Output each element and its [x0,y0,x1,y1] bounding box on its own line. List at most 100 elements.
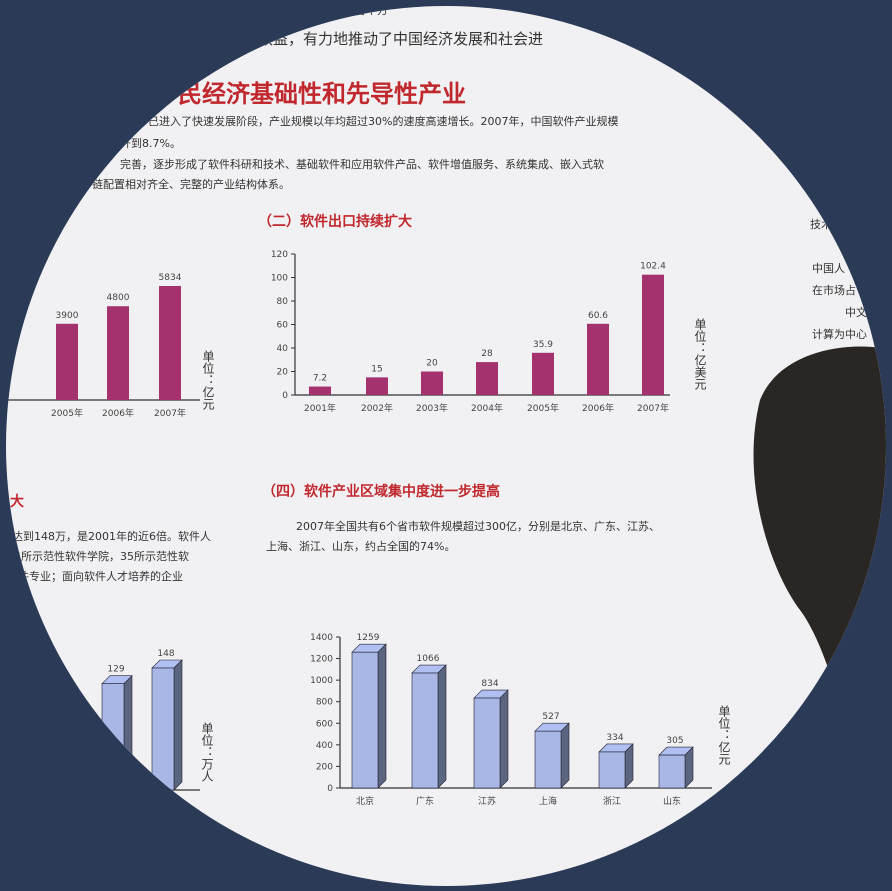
bar-side [624,743,634,789]
bar [658,754,686,789]
poster-title: 民经济基础性和先导性产业 [178,80,466,108]
y-tick-label: 0 [282,391,288,401]
charts: 单位：亿元 3900 2005年 4800 2006年 5834 2007年 （二）软件出口持… [6,213,731,807]
text-line: 达到148万，是2001年的近6倍。软件人 [12,529,211,543]
y-tick-label: 1200 [310,655,333,665]
bar [411,672,439,789]
value-label: 102.4 [640,262,666,272]
unit-label: 单位：亿元 [717,705,731,766]
y-tick-label: 600 [316,719,333,729]
unit-label: 单位：万人 [200,722,214,782]
y-tick-label: 80 [277,297,289,307]
y-tick-label: 100 [271,274,288,284]
x-tick-label: 2005年 [51,407,83,419]
value-label: 527 [542,712,559,722]
y-tick-label: 60 [277,321,289,331]
unit-label: 单位：亿元 [201,350,215,411]
y-tick-label: 120 [271,250,288,260]
x-tick-label: 2003年 [416,402,448,414]
x-tick-label: 2004年 [471,402,503,414]
value-label: 7.2 [313,374,327,384]
bar [101,683,125,791]
y-tick-label: 20 [277,368,289,378]
text-line: 社会生活的各个方 [300,3,388,17]
value-label: 15 [371,364,382,374]
value-label: 5834 [159,273,182,283]
bar [107,306,129,400]
bar [159,286,181,400]
value-label: 3900 [56,311,79,321]
bar [642,274,664,395]
value-label: 148 [157,649,174,659]
bar [598,751,626,789]
value-label: 35.9 [533,340,553,350]
bar [476,362,498,395]
y-tick-label: 800 [316,698,333,708]
bar-side [173,659,183,791]
y-tick-label: 40 [277,344,289,354]
value-label: 1066 [417,654,440,664]
y-tick-label: 0 [327,784,333,794]
bar-side [377,643,387,789]
x-tick-label: 2006年 [102,407,134,419]
bar [421,371,443,395]
bar-side [437,664,447,789]
unit-label: 单位：亿美元 [693,318,707,391]
bar [151,667,175,791]
value-label: 60.6 [588,311,608,321]
chart-title: （二）软件出口持续扩大 [258,213,412,230]
bar-side [123,674,133,791]
chart-title: （四）软件产业区域集中度进一步提高 [262,483,500,500]
bar [532,352,554,395]
text-line: 2007年全国共有6个省市软件规模超过300亿，分别是北京、广东、江苏、 [296,519,660,533]
value-label: 20 [426,359,438,369]
y-tick-label: 1400 [310,633,333,643]
value-label: 1259 [357,633,380,643]
text-line: 链配置相对齐全、完整的产业结构体系。 [92,177,290,191]
value-label: 305 [666,736,683,746]
x-tick-label: 2007年 [154,407,186,419]
heading: 大 [10,493,24,510]
value-label: 129 [107,665,124,675]
value-label: 28 [481,349,493,359]
text-line: 升到8.7%。 [120,137,181,150]
x-tick-label: 北京 [356,795,374,807]
text-fragment: 计算为中心 [812,327,867,341]
text-line: 完善，逐步形成了软件科研和技术、基础软件和应用软件产品、软件增值服务、系统集成、… [120,157,604,171]
bar [534,730,562,789]
text-fragment: 在市场占 [812,283,856,297]
y-tick-label: 200 [316,762,333,772]
text-fragment: 技术 [810,218,832,231]
text-line: 已进入了快速发展阶段，产业规模以年均超过30%的速度高速增长。2007年，中国软… [148,114,618,128]
x-tick-label: 山东 [663,795,681,807]
bar-side [560,722,570,789]
x-tick-label: 2001年 [304,402,336,414]
text-fragment: 中国人 [812,262,845,275]
value-label: 4800 [107,293,130,303]
bar [473,697,501,789]
text-line: 件专业；面向软件人才培养的企业 [18,569,183,583]
x-tick-label: 2005年 [527,402,559,414]
y-tick-label: 1000 [310,676,333,686]
bar [309,386,331,395]
text-line: 5所示范性软件学院，35所示范性软 [14,549,189,563]
x-tick-label: 广东 [416,795,434,807]
x-tick-label: 上海 [539,795,557,807]
text-line: 上海、浙江、山东，约占全国的74%。 [266,539,455,553]
bar [56,323,78,400]
y-tick-label: 400 [316,741,333,751]
x-tick-label: 江苏 [478,795,496,807]
bar [366,377,388,395]
x-tick-label: 2007年 [637,402,669,414]
x-tick-label: 2002年 [361,402,393,414]
text-fragment: 中文 [845,305,867,319]
value-label: 834 [481,679,498,689]
text-line: 效益，有力地推动了中国经济发展和社会进 [258,30,543,48]
x-tick-label: 2006年 [582,402,614,414]
x-tick-label: 浙江 [603,795,621,807]
bar [587,323,609,395]
bar [351,651,379,789]
bar-side [499,689,509,789]
